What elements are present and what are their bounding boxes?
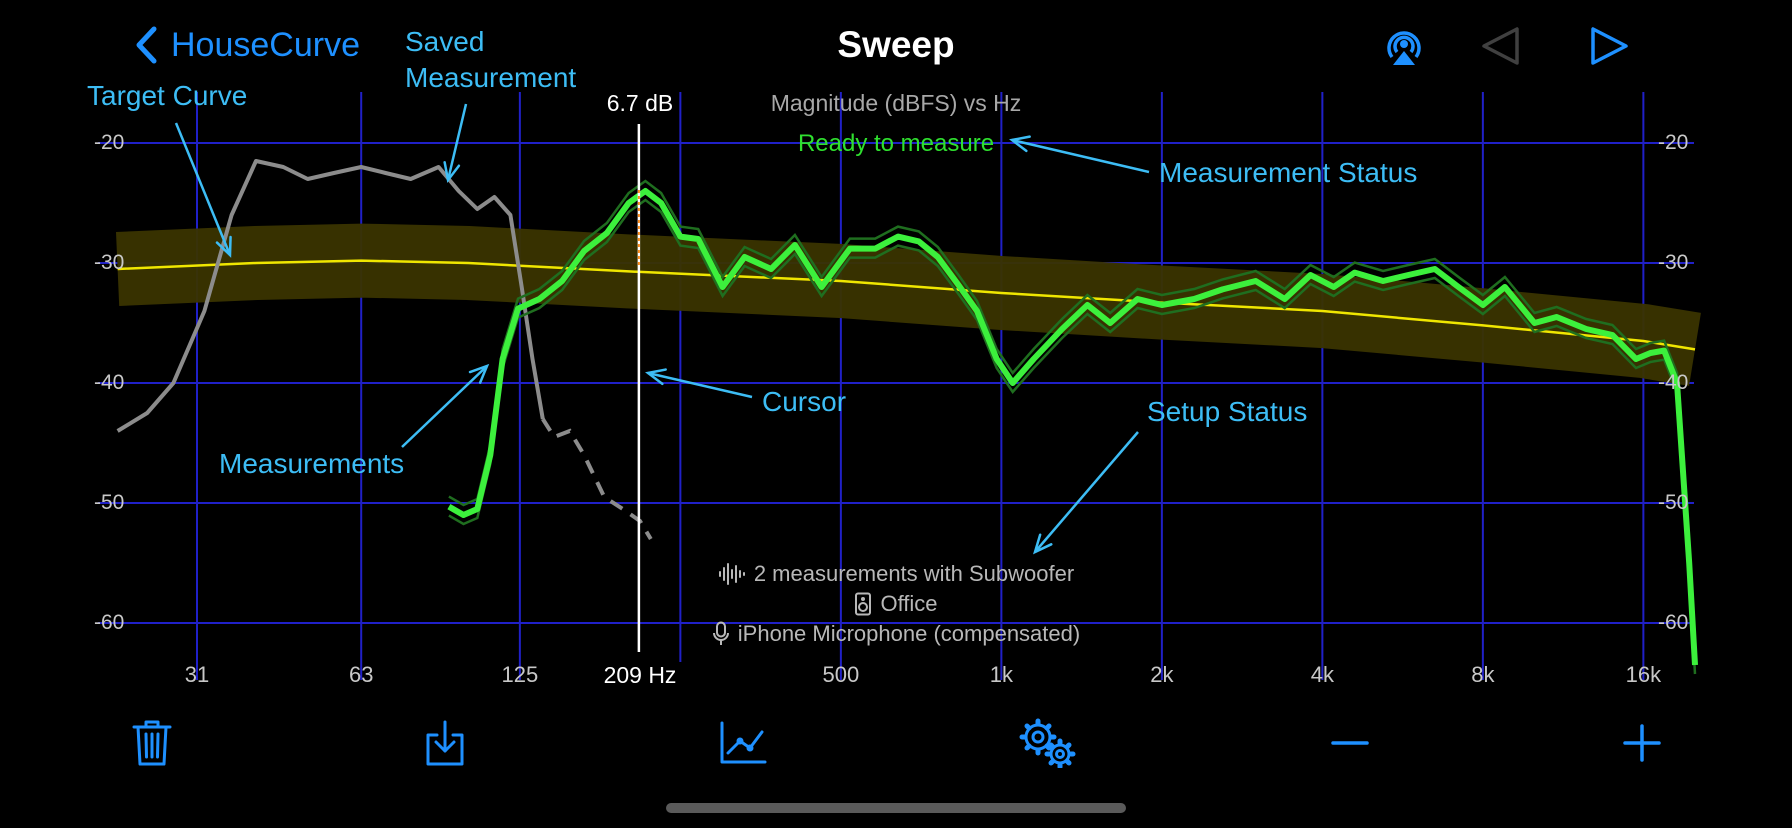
back-label: HouseCurve xyxy=(171,25,360,64)
annotation-saved-line2: Measurement xyxy=(405,62,577,93)
arrow-target-curve xyxy=(174,122,232,256)
x-tick-label: 31 xyxy=(184,662,210,687)
arrow-setup-status xyxy=(1034,431,1139,553)
line-chart-icon xyxy=(720,721,767,764)
annotation-measurement-status: Measurement Status xyxy=(1159,157,1418,188)
x-tick-label: 8k xyxy=(1471,662,1495,687)
measurement-trace-2 xyxy=(448,198,1697,675)
setup-room: Office xyxy=(0,591,1792,617)
minus-icon xyxy=(1331,741,1369,745)
y-tick-label-right: -20 xyxy=(1658,131,1689,154)
target-curve-line xyxy=(117,259,1696,351)
cursor-hz-readout: 209 Hz xyxy=(560,662,720,689)
zoom-out-button[interactable] xyxy=(1315,712,1385,774)
x-tick-label: 16k xyxy=(1625,662,1662,687)
previous-button[interactable] xyxy=(1470,18,1530,74)
annotation-saved-line1: Saved xyxy=(405,26,485,57)
airplay-button[interactable] xyxy=(1374,18,1434,74)
measurement-average-line xyxy=(447,188,1698,666)
delete-button[interactable] xyxy=(117,712,187,774)
arrow-cursor xyxy=(647,371,753,399)
arrow-setup-status-head xyxy=(1033,533,1053,555)
y-tick-label-left: -30 xyxy=(94,251,125,274)
page-title: Sweep xyxy=(837,24,955,65)
arrow-measurements-head xyxy=(468,363,490,384)
microphone-icon xyxy=(712,621,729,645)
x-tick-label: 63 xyxy=(348,662,374,687)
arrow-target-curve-head xyxy=(215,235,232,258)
tray-download-icon xyxy=(426,720,464,766)
setup-measurements-text: 2 measurements with Subwoofer xyxy=(753,561,1075,586)
annotation-target-curve: Target Curve xyxy=(87,80,248,111)
chevron-left-icon xyxy=(136,26,157,64)
annotation-cursor: Cursor xyxy=(762,386,847,417)
y-tick-label-right: -50 xyxy=(1658,491,1689,514)
triangle-right-icon xyxy=(1591,27,1628,65)
speaker-icon xyxy=(855,592,872,616)
x-tick-label: 4k xyxy=(1310,662,1334,687)
play-button[interactable] xyxy=(1580,18,1640,74)
x-tick-label: 2k xyxy=(1150,662,1174,687)
y-tick-label-right: -60 xyxy=(1658,611,1689,634)
y-tick-label-left: -50 xyxy=(94,491,125,514)
measurement-status: Ready to measure xyxy=(797,130,995,157)
zoom-in-button[interactable] xyxy=(1607,712,1677,774)
target-tolerance-band xyxy=(115,223,1701,386)
arrow-measurement-status-head xyxy=(1009,135,1031,153)
x-tick-label: 1k xyxy=(989,662,1013,687)
saved-measurement-line-extrapolated xyxy=(541,417,653,541)
home-indicator xyxy=(666,803,1126,813)
setup-microphone-text: iPhone Microphone (compensated) xyxy=(737,621,1081,646)
arrow-measurement-status xyxy=(1011,138,1150,174)
plus-icon xyxy=(1623,724,1661,762)
airplay-audio-icon xyxy=(1387,31,1421,65)
saved-measurement-line xyxy=(116,159,545,433)
annotation-measurements: Measurements xyxy=(219,448,405,479)
x-tick-label: 500 xyxy=(822,662,860,687)
annotation-setup-status: Setup Status xyxy=(1147,396,1308,427)
settings-button[interactable] xyxy=(1013,712,1083,774)
x-tick-label: 125 xyxy=(501,662,539,687)
arrow-measurements xyxy=(401,365,488,448)
y-tick-label-right: -40 xyxy=(1658,371,1689,394)
y-tick-label-left: -60 xyxy=(94,611,125,634)
export-button[interactable] xyxy=(410,712,480,774)
waveform-icon xyxy=(718,563,745,585)
arrow-saved-measurement xyxy=(446,103,468,181)
back-button[interactable]: HouseCurve xyxy=(135,20,360,70)
y-tick-label-left: -40 xyxy=(94,371,125,394)
measurement-trace-1 xyxy=(448,179,1697,656)
chart-button[interactable] xyxy=(708,712,778,774)
trash-icon xyxy=(132,720,172,766)
setup-measurements: 2 measurements with Subwoofer xyxy=(0,561,1792,587)
gears-icon xyxy=(1019,718,1076,768)
arrow-saved-measurement-head xyxy=(443,161,461,183)
triangle-left-icon xyxy=(1482,27,1519,65)
setup-microphone: iPhone Microphone (compensated) xyxy=(0,621,1792,647)
arrow-cursor-head xyxy=(645,368,667,386)
plot-title: Magnitude (dBFS) vs Hz xyxy=(770,90,1022,116)
cursor-db-readout: 6.7 dB xyxy=(606,90,674,116)
y-tick-label-left: -20 xyxy=(94,131,125,154)
y-tick-label-right: -30 xyxy=(1658,251,1689,274)
setup-room-text: Office xyxy=(880,591,938,616)
